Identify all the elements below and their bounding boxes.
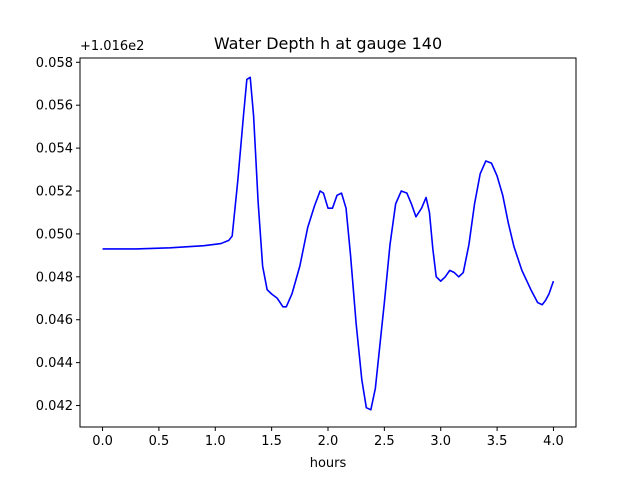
- x-tick-label: 0.0: [92, 434, 113, 449]
- x-tick-label: 2.0: [318, 434, 339, 449]
- x-tick-label: 2.5: [374, 434, 395, 449]
- y-tick-label: 0.050: [36, 227, 73, 242]
- chart-title: Water Depth h at gauge 140: [214, 34, 442, 53]
- y-tick-label: 0.048: [36, 270, 73, 285]
- y-tick-label: 0.052: [36, 185, 73, 200]
- x-tick-label: 1.5: [261, 434, 282, 449]
- y-tick-label: 0.058: [36, 56, 73, 71]
- x-tick-label: 4.0: [543, 434, 564, 449]
- y-tick-label: 0.044: [36, 356, 73, 371]
- series-line-0: [102, 76, 555, 411]
- y-tick-label: 0.056: [36, 99, 73, 114]
- x-tick-label: 3.5: [487, 434, 508, 449]
- x-tick-label: 3.0: [430, 434, 451, 449]
- plot-area: 0.0 0.5 1.0 1.5 2.0 2.5 3.0 3.5 4.0 0.042 0.044 0.0…: [36, 56, 577, 449]
- y-tick-label: 0.054: [36, 142, 73, 157]
- y-offset-label: +1.016e2: [80, 39, 144, 54]
- x-tick-label: 1.0: [205, 434, 226, 449]
- x-axis-label: hours: [310, 456, 347, 471]
- y-tick-label: 0.046: [36, 313, 73, 328]
- y-tick-label: 0.042: [36, 399, 73, 414]
- x-tick-label: 0.5: [149, 434, 170, 449]
